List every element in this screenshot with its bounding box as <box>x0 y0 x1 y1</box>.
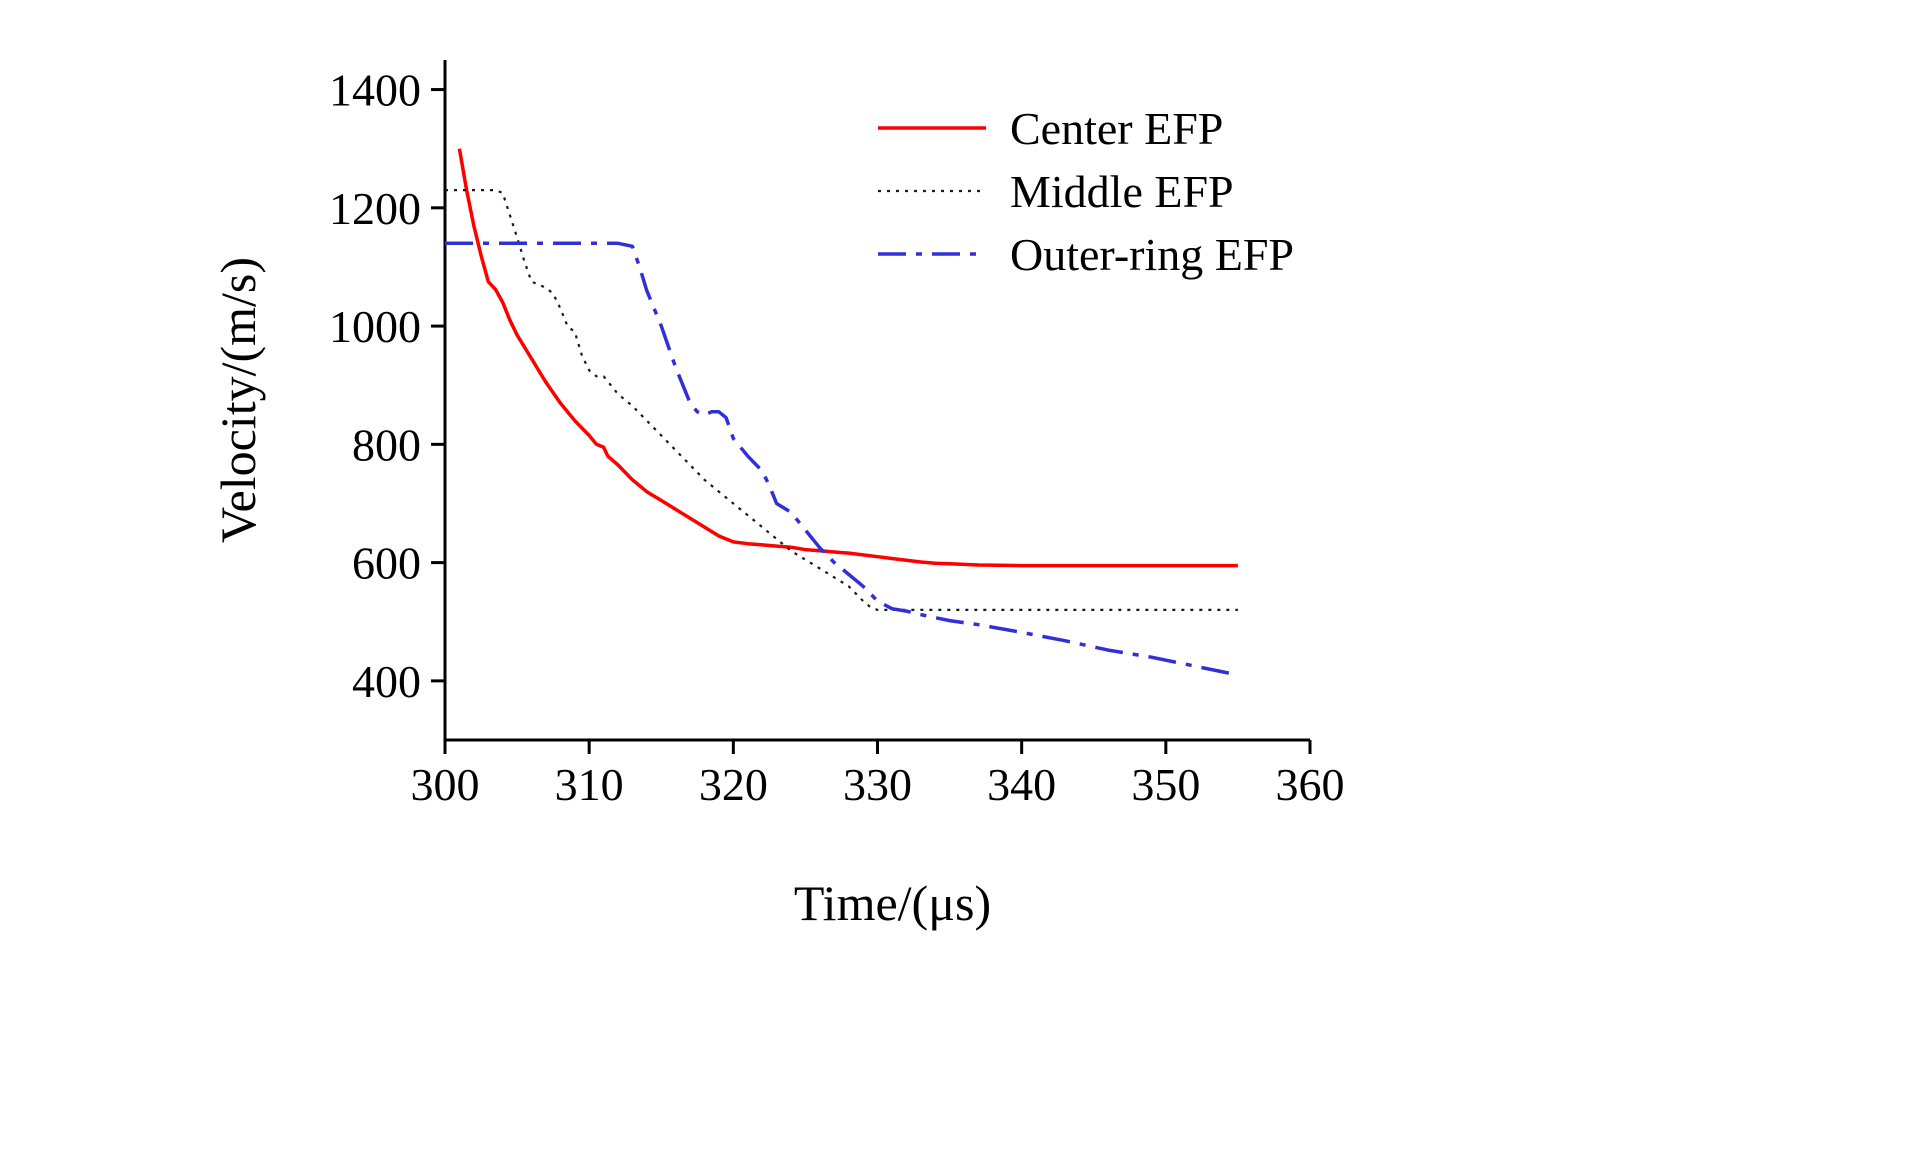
x-tick-label: 330 <box>843 759 912 810</box>
y-axis-ticks: 400 600 800 1000 1200 1400 <box>329 65 445 707</box>
y-tick-label: 600 <box>352 538 421 589</box>
legend-item: Outer-ring EFP <box>878 229 1294 280</box>
y-tick-label: 1400 <box>329 65 421 116</box>
axes <box>443 60 1310 742</box>
legend-label: Outer-ring EFP <box>1010 229 1294 280</box>
x-tick-label: 360 <box>1276 759 1345 810</box>
y-tick-label: 400 <box>352 656 421 707</box>
x-tick-label: 340 <box>987 759 1056 810</box>
legend-label: Middle EFP <box>1010 166 1234 217</box>
y-tick-label: 800 <box>352 419 421 470</box>
legend-item: Middle EFP <box>878 166 1234 217</box>
y-axis-title: Velocity/(m/s) <box>210 257 266 543</box>
x-tick-label: 320 <box>699 759 768 810</box>
legend-label: Center EFP <box>1010 103 1223 154</box>
x-tick-label: 300 <box>411 759 480 810</box>
y-tick-label: 1000 <box>329 301 421 352</box>
legend-item: Center EFP <box>878 103 1223 154</box>
legend: Center EFP Middle EFP Outer-ring EFP <box>878 103 1294 280</box>
x-axis-title: Time/(μs) <box>794 875 991 931</box>
x-tick-label: 310 <box>555 759 624 810</box>
series-middle-efp <box>445 189 1238 612</box>
series-outer-ring-efp <box>445 241 1239 677</box>
x-axis-ticks: 300 310 320 330 340 350 360 <box>411 740 1345 810</box>
series-center-efp <box>457 148 1238 568</box>
x-tick-label: 350 <box>1131 759 1200 810</box>
y-tick-label: 1200 <box>329 183 421 234</box>
